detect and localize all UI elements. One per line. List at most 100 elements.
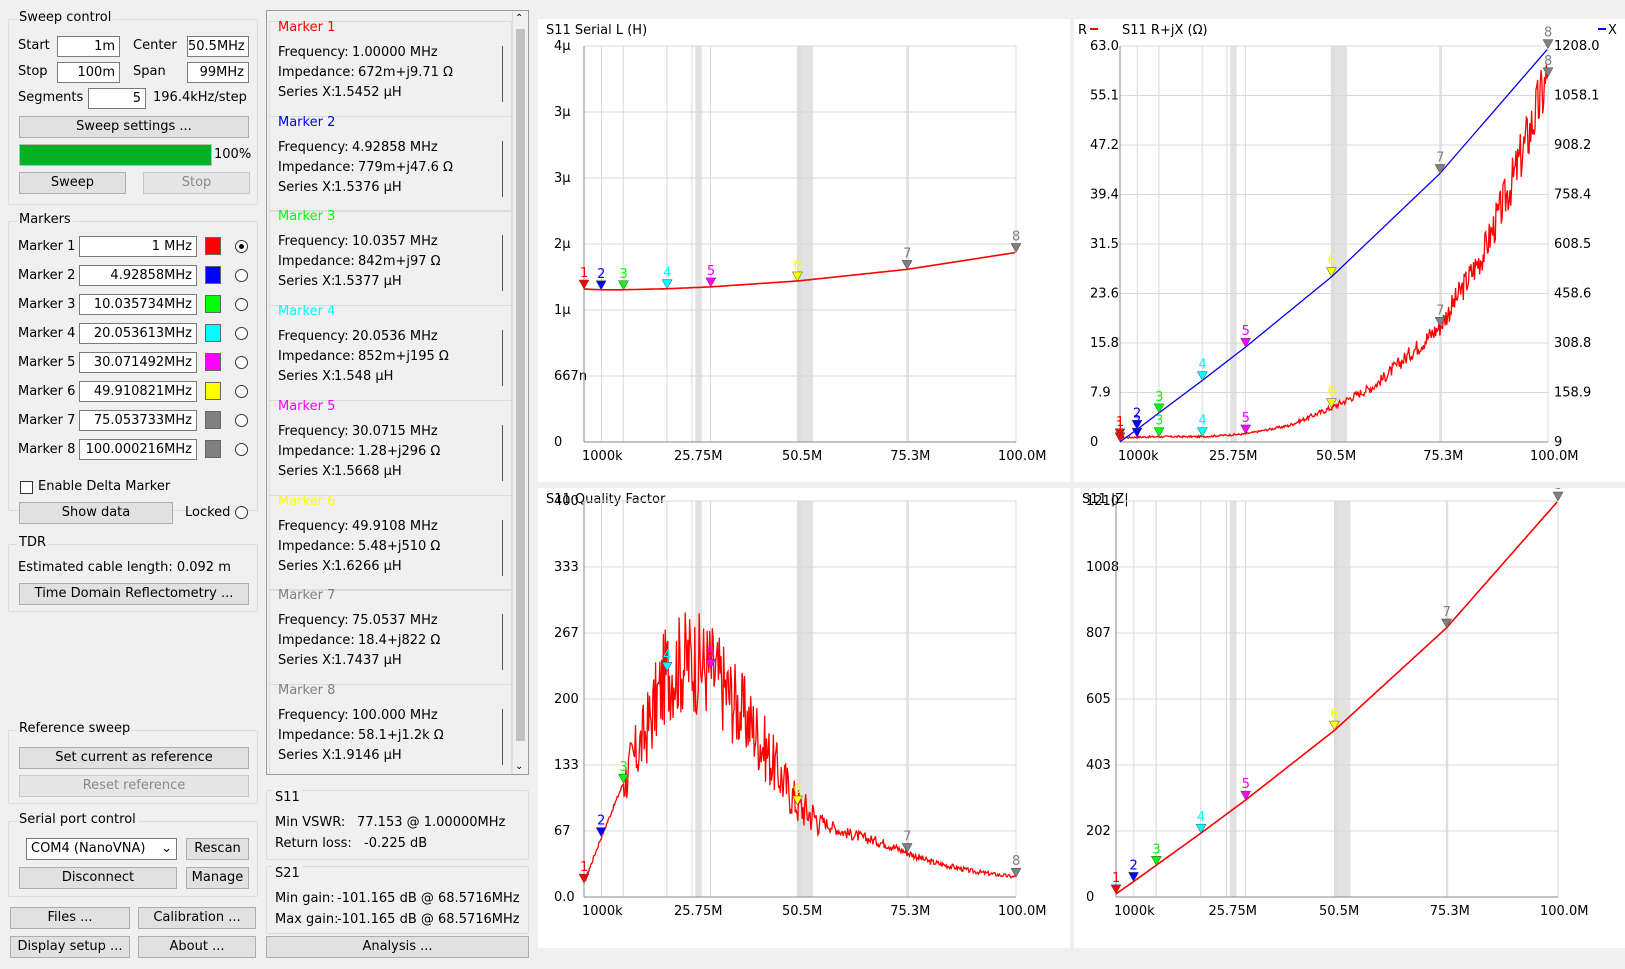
marker-4-color-button[interactable] bbox=[205, 324, 221, 342]
chart-title: S11 R+jX (Ω) bbox=[1122, 23, 1208, 38]
marker-1-color-button[interactable] bbox=[205, 237, 221, 255]
marker-7-radio[interactable] bbox=[235, 414, 248, 427]
x-tick-label: 25.75M bbox=[674, 904, 722, 919]
marker-1-frequency-input[interactable]: 1 MHz bbox=[79, 236, 197, 257]
center-input[interactable]: 50.5MHz bbox=[187, 36, 249, 57]
enable-delta-marker-checkbox[interactable] bbox=[20, 481, 33, 494]
set-reference-button[interactable]: Set current as reference bbox=[19, 747, 249, 769]
marker-1-number: 1 bbox=[580, 266, 588, 281]
marker-7-triangle bbox=[1434, 164, 1446, 175]
com-port-select[interactable]: COM4 (NanoVNA) ⌄ bbox=[26, 838, 177, 860]
marker-3-frequency-input[interactable]: 10.035734MHz bbox=[79, 294, 197, 315]
stop-button[interactable]: Stop bbox=[143, 172, 250, 194]
serial-port-title: Serial port control bbox=[17, 812, 138, 827]
locked-radio[interactable] bbox=[235, 506, 248, 519]
y-right-tick-label: 1058.1 bbox=[1554, 89, 1600, 104]
chart-title: S11 Quality Factor bbox=[546, 492, 666, 507]
chart-z-magnitude[interactable]: S11 |Z| 0 202 403 605 807 1008 1210 1000k 25.75M… bbox=[1074, 488, 1625, 948]
marker-7-color-button[interactable] bbox=[205, 411, 221, 429]
show-data-button[interactable]: Show data bbox=[19, 502, 173, 524]
marker-details-scrollbar[interactable]: ⌃ ⌄ bbox=[512, 11, 528, 774]
impedance-label: Impedance: bbox=[278, 633, 355, 649]
impedance-value: 852m+j195 Ω bbox=[358, 349, 449, 365]
marker-2-color-button[interactable] bbox=[205, 266, 221, 284]
marker-3-radio[interactable] bbox=[235, 298, 248, 311]
marker-5-radio[interactable] bbox=[235, 356, 248, 369]
max-gain-value: -101.165 dB @ 68.5716MHz bbox=[337, 912, 520, 927]
about-button[interactable]: About ... bbox=[138, 936, 256, 958]
reset-reference-button[interactable]: Reset reference bbox=[19, 775, 249, 797]
marker-1-detail-title: Marker 1 bbox=[278, 20, 336, 35]
marker-7-frequency-input[interactable]: 75.053733MHz bbox=[79, 410, 197, 431]
y-right-tick-label: 9 bbox=[1554, 435, 1562, 450]
scroll-down-icon[interactable]: ⌄ bbox=[515, 761, 524, 772]
marker-4-frequency-input[interactable]: 20.053613MHz bbox=[79, 323, 197, 344]
legend-x-label: X bbox=[1608, 23, 1617, 38]
marker-5-frequency-input[interactable]: 30.071492MHz bbox=[79, 352, 197, 373]
divider bbox=[502, 140, 503, 197]
y-tick-label: 3µ bbox=[554, 171, 571, 186]
marker-5-color-button[interactable] bbox=[205, 353, 221, 371]
y-tick-label: 4µ bbox=[554, 39, 571, 54]
start-input[interactable]: 1m bbox=[57, 36, 120, 57]
sweep-button[interactable]: Sweep bbox=[19, 172, 126, 194]
tdr-button[interactable]: Time Domain Reflectometry ... bbox=[19, 583, 249, 605]
marker-3-color-button[interactable] bbox=[205, 295, 221, 313]
marker-1-triangle bbox=[1110, 884, 1122, 895]
sweep-settings-button[interactable]: Sweep settings ... bbox=[19, 116, 249, 138]
y-tick-label: 0 bbox=[554, 435, 562, 450]
disconnect-button[interactable]: Disconnect bbox=[19, 867, 177, 889]
marker-8-radio[interactable] bbox=[235, 443, 248, 456]
marker-6-triangle bbox=[1328, 720, 1340, 731]
chart-r-jx[interactable]: S11 R+jX (Ω) 0 7.9 15.8 23.6 31.5 39.4 47.2 55.… bbox=[1074, 19, 1625, 482]
files-button[interactable]: Files ... bbox=[10, 907, 130, 929]
series-line-r bbox=[1120, 64, 1548, 440]
marker-1-triangle bbox=[1114, 432, 1126, 443]
scroll-up-icon[interactable]: ⌃ bbox=[515, 13, 524, 24]
marker-3-triangle bbox=[618, 773, 629, 784]
analysis-button[interactable]: Analysis ... bbox=[266, 936, 529, 958]
divider bbox=[502, 424, 503, 481]
marker-4-triangle bbox=[661, 279, 673, 290]
marker-2-radio[interactable] bbox=[235, 269, 248, 282]
series-x-label: Series X: bbox=[278, 274, 336, 290]
marker-6-radio[interactable] bbox=[235, 385, 248, 398]
marker-7-triangle bbox=[901, 260, 913, 270]
segments-input[interactable]: 5 bbox=[88, 88, 146, 109]
span-input[interactable]: 99MHz bbox=[187, 62, 249, 83]
y-tick-label: 133 bbox=[554, 758, 579, 773]
chart-serial-l[interactable]: S11 Serial L (H) 0 667n 1µ 2µ 3µ 3µ 4µ 1000k 25.… bbox=[538, 19, 1070, 482]
marker-1-radio[interactable] bbox=[235, 240, 248, 253]
chart-quality-factor[interactable]: S11 Quality Factor 0.0 67 133 200 267 333 400 1… bbox=[538, 488, 1070, 948]
marker-8-frequency-input[interactable]: 100.000216MHz bbox=[79, 439, 197, 460]
marker-4-triangle bbox=[1196, 427, 1208, 438]
tdr-title: TDR bbox=[17, 535, 48, 550]
display-setup-button[interactable]: Display setup ... bbox=[10, 936, 130, 958]
marker-5-triangle bbox=[705, 277, 717, 288]
marker-3-triangle bbox=[618, 280, 629, 291]
marker-4-radio[interactable] bbox=[235, 327, 248, 340]
sweep-progress-bar bbox=[19, 144, 212, 166]
marker-6-frequency-input[interactable]: 49.910821MHz bbox=[79, 381, 197, 402]
impedance-value: 1.28+j296 Ω bbox=[358, 443, 441, 459]
step-label: 196.4kHz/step bbox=[153, 90, 247, 105]
marker-4-number: 4 bbox=[1197, 810, 1205, 825]
marker-4-number: 4 bbox=[1198, 358, 1206, 373]
marker-details-list[interactable]: Marker 1 Frequency: 1.00000 MHz Impedanc… bbox=[266, 10, 529, 775]
marker-6-color-button[interactable] bbox=[205, 382, 221, 400]
stop-input[interactable]: 100m bbox=[57, 62, 120, 83]
marker-8-color-button[interactable] bbox=[205, 440, 221, 458]
impedance-label: Impedance: bbox=[278, 159, 355, 175]
frequency-label: Frequency: bbox=[278, 329, 349, 345]
calibration-button[interactable]: Calibration ... bbox=[138, 907, 256, 929]
manage-button[interactable]: Manage bbox=[186, 867, 249, 889]
marker-5-triangle bbox=[1240, 337, 1252, 348]
marker-8-number: 8 bbox=[1012, 229, 1020, 244]
marker-2-frequency-input[interactable]: 4.92858MHz bbox=[79, 265, 197, 286]
marker-3-number: 3 bbox=[619, 760, 627, 775]
rescan-button[interactable]: Rescan bbox=[186, 838, 249, 860]
scrollbar-thumb[interactable] bbox=[516, 29, 525, 741]
marker-6-triangle bbox=[1326, 267, 1337, 278]
series-x-value: 1.7437 µH bbox=[334, 653, 402, 669]
y-tick-label: 1µ bbox=[554, 303, 571, 318]
